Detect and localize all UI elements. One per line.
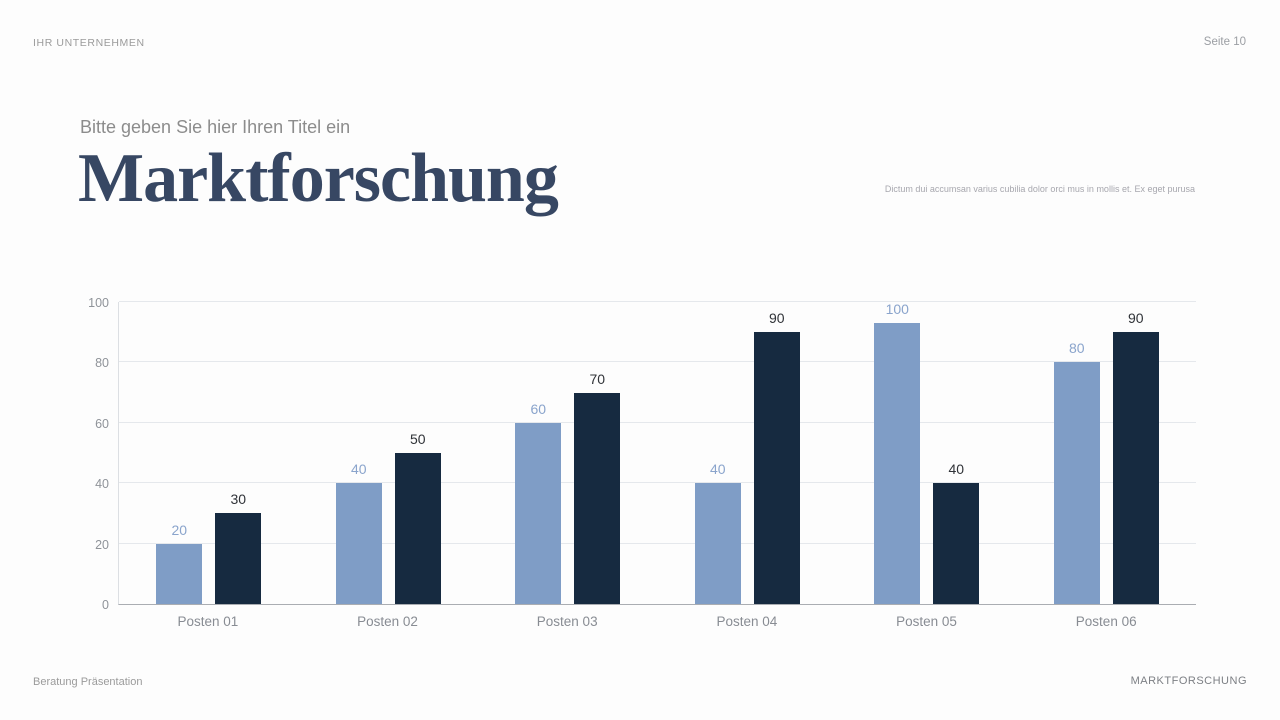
category-label: Posten 06 (1075, 614, 1137, 629)
bar-wrap: 90 (753, 302, 800, 604)
gridline-100 (119, 301, 1196, 302)
y-axis-tick-label: 60 (95, 416, 109, 431)
bar-value-label: 40 (350, 461, 367, 478)
gridline-80 (119, 361, 1196, 363)
company-label: IHR UNTERNEHMEN (33, 37, 145, 49)
bar-series-1-category-4 (694, 483, 741, 604)
chart-plot: 0 20 40 60 80 100 20 30 40 50 60 70 40 90 100 40 80 90 (88, 296, 1196, 612)
bar-value-label: 90 (1127, 310, 1144, 327)
bar-wrap: 70 (574, 302, 621, 604)
bar-wrap: 50 (394, 302, 441, 604)
gridline-40 (119, 482, 1196, 484)
bar-wrap: 40 (933, 302, 980, 604)
bar-group-3: 60 70 (478, 302, 658, 604)
bar-wrap: 80 (1053, 302, 1100, 604)
bar-value-label: 40 (709, 461, 726, 478)
bar-group-2: 40 50 (299, 302, 479, 604)
bar-series-1-category-6 (1053, 362, 1100, 604)
bar-series-2-category-3 (574, 392, 621, 604)
bar-group-4: 40 90 (658, 302, 838, 604)
bar-value-label: 30 (230, 491, 247, 508)
bar-series-1-category-2 (335, 483, 382, 604)
bar-value-label: 70 (589, 370, 606, 387)
y-axis-tick-label: 0 (102, 598, 109, 612)
category-label: Posten 05 (896, 614, 957, 629)
bar-wrap: 40 (335, 302, 382, 604)
y-axis-tick-label: 40 (95, 477, 109, 492)
bar-series-2-category-5 (933, 483, 980, 604)
footer-right-label: MARKTFORSCHUNG (1130, 675, 1247, 687)
bar-series-1-category-5 (874, 323, 921, 604)
category-label: Posten 03 (536, 614, 598, 629)
bar-value-label: 50 (409, 431, 426, 447)
bar-wrap: 40 (694, 302, 741, 604)
bar-wrap: 100 (874, 301, 921, 604)
bar-series-1-category-1 (156, 543, 203, 604)
bar-value-label: 100 (885, 301, 909, 317)
bar-wrap: 20 (156, 302, 203, 604)
gridline-60 (119, 421, 1196, 423)
bar-series-2-category-6 (1112, 332, 1159, 604)
bar-value-label: 40 (948, 461, 965, 478)
category-label: Posten 04 (716, 614, 778, 629)
bar-series-2-category-4 (753, 332, 800, 604)
y-axis-tick-label: 20 (95, 537, 109, 552)
bar-groups: 20 30 40 50 60 70 40 90 100 40 80 90 (119, 302, 1196, 604)
bar-series-2-category-1 (215, 513, 262, 604)
x-axis-labels: Posten 01 Posten 02 Posten 03 Posten 04 Post… (118, 614, 1196, 629)
bar-value-label: 20 (171, 521, 188, 538)
side-note-text: Dictum dui accumsan varius cubilia dolor… (884, 184, 1195, 194)
bar-value-label: 60 (530, 400, 547, 417)
bar-group-5: 100 40 (837, 302, 1017, 604)
y-axis-tick-label: 100 (88, 296, 109, 310)
gridline-20 (119, 542, 1196, 544)
category-label: Posten 02 (357, 614, 418, 629)
bar-value-label: 90 (768, 310, 785, 327)
footer-left-label: Beratung Präsentation (33, 676, 143, 688)
bar-wrap: 90 (1112, 302, 1159, 604)
slide-title: Marktforschung (78, 140, 559, 217)
category-label: Posten 01 (177, 614, 239, 629)
page-number-label: Seite 10 (1203, 36, 1246, 48)
y-axis-tick-label: 80 (95, 356, 109, 371)
bar-series-2-category-2 (394, 453, 441, 604)
slide-subtitle: Bitte geben Sie hier Ihren Titel ein (80, 117, 351, 137)
bar-series-1-category-3 (515, 422, 562, 604)
bar-wrap: 30 (215, 302, 262, 604)
bar-group-6: 80 90 (1017, 302, 1197, 604)
bar-chart: 0 20 40 60 80 100 20 30 40 50 60 70 40 90 100 40 80 90 Po… (88, 296, 1196, 629)
bar-value-label: 80 (1068, 340, 1085, 357)
bar-wrap: 60 (515, 302, 562, 604)
bar-group-1: 20 30 (119, 302, 299, 604)
